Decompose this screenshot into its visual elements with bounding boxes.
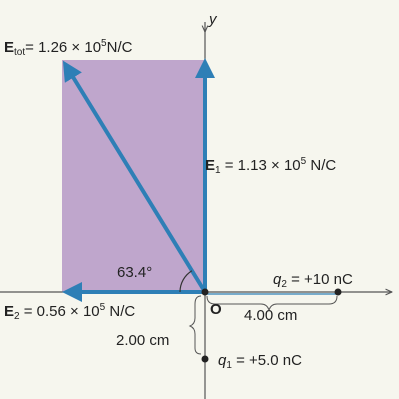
angle-label: 63.4° — [117, 264, 152, 281]
angle-arc — [179, 270, 193, 293]
etot-vector-arrow — [62, 60, 207, 294]
origin-label: O — [210, 301, 222, 318]
q1-charge — [201, 355, 209, 363]
q2-charge — [334, 288, 342, 296]
q2-label: q2 = +10 nC — [273, 271, 353, 290]
x-distance-label: 4.00 cm — [244, 307, 297, 324]
x-distance-brace — [206, 295, 338, 312]
origin-point — [201, 288, 209, 296]
y-axis-label: y — [208, 11, 218, 28]
y-distance-brace — [188, 295, 202, 355]
e1-label: E1 = 1.13 × 105 N/C — [205, 156, 336, 176]
e2-label: E2 = 0.56 × 105 N/C — [4, 302, 135, 322]
etot-label: Etot= 1.26 × 105N/C — [4, 38, 133, 58]
q1-label: q1 = +5.0 nC — [218, 352, 302, 371]
y-distance-label: 2.00 cm — [116, 332, 169, 349]
